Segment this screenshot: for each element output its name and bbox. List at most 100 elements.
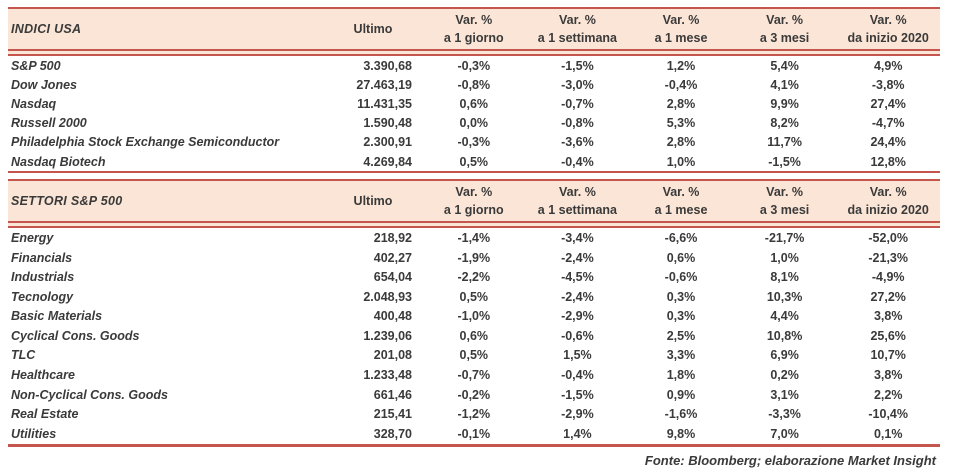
table-row: Non-Cyclical Cons. Goods 661,46 -0,2% -1…	[8, 385, 940, 405]
var-value: 0,3%	[666, 289, 696, 304]
ultimo-value: 201,08	[373, 348, 412, 363]
var-value: 6,9%	[770, 348, 799, 363]
var-value: -0,3%	[457, 58, 491, 73]
table-body: Energy 218,92 -1,4% -3,4% -6,6% -21,7% -…	[8, 228, 940, 447]
table-row: Industrials 654,04 -2,2% -4,5% -0,6% 8,1…	[8, 267, 940, 287]
var-value: -0,4%	[664, 77, 698, 92]
column-header-var-line1: Var. %	[662, 185, 700, 200]
ultimo-value: 215,41	[373, 407, 412, 422]
var-value: -6,6%	[664, 230, 698, 245]
table-row: Nasdaq Biotech 4.269,84 0,5% -0,4% 1,0% …	[8, 152, 940, 171]
column-header-var: Var. % a 3 mesi	[733, 11, 837, 47]
row-label: Tecnology	[11, 289, 74, 304]
column-header-var-line2: a 1 mese	[654, 203, 708, 218]
var-value: -3,4%	[561, 230, 594, 245]
column-header-var-line1: Var. %	[455, 13, 493, 27]
var-value: -0,6%	[664, 270, 698, 285]
var-value: 1,0%	[770, 250, 799, 265]
var-value: 5,3%	[666, 116, 696, 131]
var-value: 0,1%	[873, 426, 903, 441]
ultimo-value: 4.269,84	[363, 154, 412, 169]
row-label: Nasdaq	[11, 96, 57, 111]
var-value: 8,1%	[770, 270, 799, 285]
row-label: Industrials	[11, 270, 75, 285]
var-value: -1,2%	[457, 407, 491, 422]
table-row: Cyclical Cons. Goods 1.239,06 0,6% -0,6%…	[8, 326, 940, 346]
column-header-ultimo: Ultimo	[353, 22, 393, 36]
table-header-row: SETTORI S&P 500 Ultimo Var. % a 1 giorno…	[8, 179, 940, 229]
var-value: -0,6%	[561, 328, 594, 343]
var-value: 1,4%	[563, 426, 592, 441]
var-value: -0,8%	[457, 77, 491, 92]
var-value: -2,9%	[561, 407, 594, 422]
var-value: -2,4%	[561, 250, 594, 265]
var-value: -21,7%	[764, 230, 805, 245]
var-value: 0,5%	[459, 154, 489, 169]
column-header-var-line1: Var. %	[869, 13, 907, 27]
var-value: 27,2%	[870, 289, 906, 304]
column-header-var: Var. % a 1 settimana	[526, 11, 630, 47]
column-header-var: Var. % da inizio 2020	[836, 183, 940, 219]
var-value: -1,5%	[768, 154, 801, 169]
row-label: Philadelphia Stock Exchange Semiconducto…	[11, 135, 280, 150]
var-value: -1,4%	[457, 230, 491, 245]
var-value: 2,8%	[666, 96, 696, 111]
column-header-var-line2: a 3 mesi	[759, 31, 810, 45]
var-value: -3,3%	[768, 407, 801, 422]
column-header-ultimo: Ultimo	[353, 194, 393, 209]
column-header-var-line2: a 1 settimana	[537, 203, 617, 218]
table-slot-settori-sp500: SETTORI S&P 500 Ultimo Var. % a 1 giorno…	[8, 179, 940, 447]
var-value: -1,5%	[561, 58, 594, 73]
column-header-var-line2: a 1 mese	[654, 31, 708, 45]
var-value: -21,3%	[868, 250, 908, 265]
column-header-var: Var. % a 3 mesi	[733, 183, 837, 219]
var-value: -0,1%	[457, 426, 491, 441]
var-value: -2,2%	[457, 270, 491, 285]
var-value: 25,6%	[870, 328, 906, 343]
table-row: TLC 201,08 0,5% 1,5% 3,3% 6,9% 10,7%	[8, 346, 940, 366]
column-header-var: Var. % a 1 giorno	[422, 183, 526, 219]
column-header-var-line1: Var. %	[766, 13, 804, 27]
table-row: Nasdaq 11.431,35 0,6% -0,7% 2,8% 9,9% 27…	[8, 94, 940, 113]
var-value: 2,5%	[666, 328, 696, 343]
var-value: -3,0%	[561, 77, 594, 92]
table-row: S&P 500 3.390,68 -0,3% -1,5% 1,2% 5,4% 4…	[8, 56, 940, 75]
var-value: 0,0%	[459, 116, 489, 131]
var-value: -10,4%	[868, 407, 908, 422]
var-value: 3,3%	[666, 348, 696, 363]
var-value: 2,2%	[873, 387, 903, 402]
var-value: 12,8%	[870, 154, 906, 169]
var-value: -0,4%	[561, 154, 594, 169]
table-title: SETTORI S&P 500	[11, 194, 123, 209]
var-value: 0,5%	[459, 348, 489, 363]
column-header-var: Var. % a 1 settimana	[526, 183, 630, 219]
row-label: TLC	[11, 348, 36, 363]
column-header-var-line2: a 3 mesi	[759, 203, 810, 218]
ultimo-value: 328,70	[373, 426, 412, 441]
var-value: 10,7%	[870, 348, 906, 363]
column-header-var-line2: a 1 settimana	[537, 31, 617, 45]
ultimo-value: 1.239,06	[363, 328, 412, 343]
var-value: -0,4%	[561, 368, 594, 383]
var-value: 24,4%	[870, 135, 906, 150]
row-label: Healthcare	[11, 368, 75, 383]
ultimo-value: 661,46	[373, 387, 412, 402]
table-row: Basic Materials 400,48 -1,0% -2,9% 0,3% …	[8, 307, 940, 327]
var-value: 3,8%	[873, 309, 903, 324]
var-value: 1,5%	[563, 348, 592, 363]
row-label: Non-Cyclical Cons. Goods	[11, 387, 168, 402]
row-label: Energy	[11, 230, 54, 245]
var-value: -1,9%	[457, 250, 491, 265]
row-label: Real Estate	[11, 407, 79, 422]
table-row: Real Estate 215,41 -1,2% -2,9% -1,6% -3,…	[8, 404, 940, 424]
var-value: -4,5%	[561, 270, 594, 285]
report-sheet: INDICI USA Ultimo Var. % a 1 giorno Var.…	[8, 7, 940, 468]
var-value: -52,0%	[868, 230, 908, 245]
table-row: Philadelphia Stock Exchange Semiconducto…	[8, 133, 940, 152]
ultimo-value: 2.300,91	[363, 135, 412, 150]
column-header-var-line1: Var. %	[662, 13, 700, 27]
table-row: Tecnology 2.048,93 0,5% -2,4% 0,3% 10,3%…	[8, 287, 940, 307]
var-value: 1,0%	[666, 154, 696, 169]
var-value: -0,7%	[457, 368, 491, 383]
row-label: Dow Jones	[11, 77, 77, 92]
